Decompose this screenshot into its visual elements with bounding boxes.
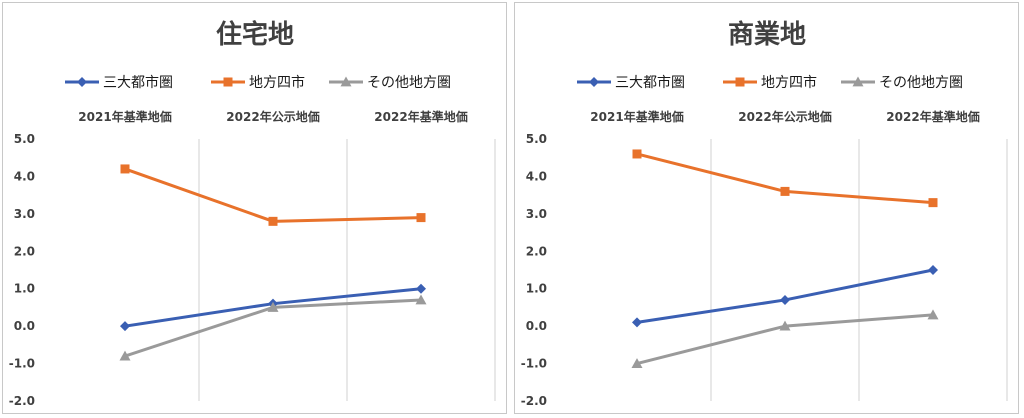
legend-label: 地方四市 [249, 74, 305, 91]
data-point [928, 265, 938, 275]
legend-marker-0 [77, 77, 87, 87]
legend-label: 三大都市圏 [103, 74, 173, 91]
data-point [632, 317, 642, 328]
y-tick-label: 0.0 [14, 319, 35, 333]
data-point [927, 309, 939, 320]
data-point [267, 301, 279, 312]
legend-marker-1 [223, 77, 233, 87]
chart-residential: 住宅地三大都市圏 地方四市 その他地方圏 2021年基準地価 2022年公示地価 2022… [2, 2, 507, 414]
category-label: 2022年基準地価 [886, 109, 979, 124]
data-point [416, 213, 426, 223]
category-label: 2022年公示地価 [738, 109, 831, 124]
y-tick-label: 3.0 [526, 207, 547, 221]
data-point [780, 186, 790, 196]
y-tick-label: 3.0 [14, 207, 35, 221]
data-point [120, 164, 130, 174]
legend-label: その他地方圏 [879, 75, 963, 91]
legend-label: その他地方圏 [367, 75, 451, 91]
category-label: 2021年基準地価 [590, 109, 683, 124]
data-point [928, 198, 938, 208]
y-tick-label: -1.0 [521, 357, 547, 371]
chart-title: 商業地 [728, 19, 806, 50]
legend-label: 地方四市 [761, 74, 817, 91]
series-line-1 [124, 167, 422, 223]
data-point [631, 358, 643, 368]
y-tick-label: 4.0 [14, 169, 35, 183]
data-point [415, 294, 427, 305]
legend-marker-2 [340, 76, 352, 87]
y-tick-label: 2.0 [526, 244, 547, 258]
category-label: 2021年基準地価 [78, 109, 171, 124]
legend-marker-1 [735, 77, 745, 87]
y-tick-label: 4.0 [526, 169, 547, 183]
legend-marker-2 [852, 76, 864, 87]
data-point [779, 320, 791, 331]
y-tick-label: 0.0 [526, 319, 547, 333]
chart-commercial: 商業地三大都市圏 地方四市 その他地方圏 2021年基準地価 2022年公示地価 2022… [514, 2, 1019, 414]
data-point [780, 294, 790, 305]
y-tick-label: 5.0 [14, 132, 35, 146]
y-tick-label: 2.0 [14, 244, 35, 258]
legend-label: 三大都市圏 [615, 74, 685, 91]
y-tick-label: -2.0 [521, 394, 547, 408]
data-point [119, 350, 131, 361]
y-tick-label: 1.0 [526, 282, 547, 296]
category-label: 2022年基準地価 [374, 109, 467, 124]
category-label: 2022年公示地価 [226, 109, 319, 124]
y-tick-label: -1.0 [9, 357, 35, 371]
data-point [268, 216, 278, 226]
y-tick-label: -2.0 [9, 394, 35, 408]
data-point [416, 283, 426, 294]
legend-marker-0 [589, 77, 599, 87]
y-tick-label: 1.0 [14, 282, 35, 296]
data-point [632, 149, 642, 159]
y-tick-label: 5.0 [526, 132, 547, 146]
data-point [120, 321, 130, 332]
chart-title: 住宅地 [216, 19, 294, 50]
